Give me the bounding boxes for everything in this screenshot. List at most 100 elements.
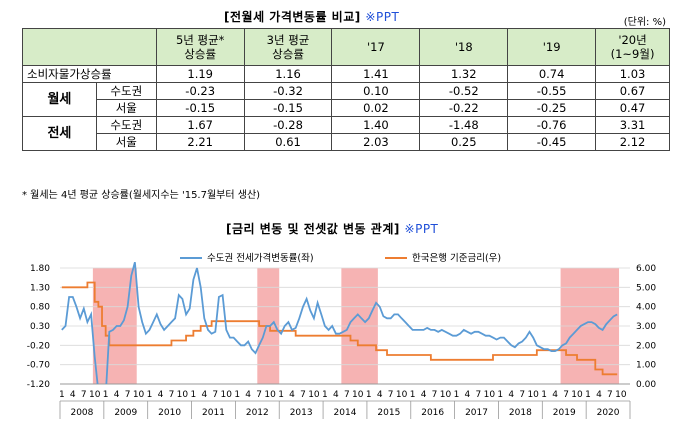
- group-label: 전세: [22, 116, 97, 151]
- table-title: [전월세 가격변동률 비교] ※PPT: [224, 8, 399, 25]
- table-cell: 2.03: [331, 133, 421, 151]
- chart-title-text: [금리 변동 및 전셋값 변동 관계]: [226, 222, 400, 236]
- year-label: 2016: [421, 408, 444, 418]
- month-tick-label: 10: [484, 390, 496, 400]
- table-header-row: 5년 평균* 상승률 3년 평균 상승률 '17'18'19'20년 (1~9월): [22, 28, 670, 66]
- table-cell: 0.10: [331, 82, 421, 100]
- month-tick-label: 4: [70, 390, 76, 400]
- month-tick-label: 1: [103, 390, 109, 400]
- month-tick-label: 7: [344, 390, 350, 400]
- year-label: 2019: [553, 408, 576, 418]
- table-cell: -1.48: [419, 116, 509, 134]
- table-cell: 0.61: [243, 133, 333, 151]
- group-label: 월세: [22, 82, 97, 117]
- month-tick-label: 4: [596, 390, 602, 400]
- month-tick-label: 4: [421, 390, 427, 400]
- year-label: 2010: [158, 408, 181, 418]
- month-tick-label: 7: [519, 390, 525, 400]
- month-tick-label: 1: [278, 390, 284, 400]
- table-cell: 1.16: [243, 65, 333, 83]
- left-tick-label: 1.30: [30, 283, 50, 293]
- month-tick-label: 7: [432, 390, 438, 400]
- table-row: 소비자물가상승률 1.19 1.16 1.41 1.32 0.74 1.03: [22, 65, 670, 83]
- month-tick-label: 7: [169, 390, 175, 400]
- month-tick-label: 1: [454, 390, 460, 400]
- month-tick-label: 4: [114, 390, 120, 400]
- table-row: 월세 수도권 -0.23 -0.32 0.10 -0.52 -0.55 0.67: [22, 82, 670, 117]
- month-tick-label: 4: [508, 390, 514, 400]
- month-tick-label: 10: [396, 390, 408, 400]
- month-tick-label: 10: [352, 390, 364, 400]
- year-label: 2020: [597, 408, 620, 418]
- month-tick-label: 1: [497, 390, 503, 400]
- month-tick-label: 4: [201, 390, 207, 400]
- year-label: 2015: [377, 408, 400, 418]
- month-tick-label: 10: [527, 390, 539, 400]
- table-cell: 0.02: [331, 99, 421, 117]
- table-cell: -0.25: [507, 99, 597, 117]
- table-title-text: [전월세 가격변동률 비교]: [224, 10, 361, 24]
- year-label: 2008: [70, 408, 93, 418]
- table-header-cell: 5년 평균* 상승률: [155, 28, 245, 66]
- table-cell: -0.55: [507, 82, 597, 100]
- month-tick-label: 1: [234, 390, 240, 400]
- table-header-cell: '18: [419, 28, 509, 66]
- year-label: 2009: [114, 408, 137, 418]
- table-cell: -0.45: [507, 133, 597, 151]
- legend-label-policy-rate: 한국은행 기준금리(우): [412, 252, 501, 264]
- table-cell: 1.67: [155, 116, 245, 134]
- right-tick-label: 0.00: [636, 380, 656, 390]
- region-label: 서울: [95, 99, 157, 117]
- right-tick-label: 5.00: [636, 283, 656, 293]
- rate-vs-jeonse-chart: 1.80 1.30 0.80 0.30 -0.20 -0.70 -1.20 6.00 5.00 4…: [27, 252, 656, 419]
- month-tick-label: 10: [264, 390, 276, 400]
- table-cell: -0.32: [243, 82, 333, 100]
- table-cell: -0.15: [155, 99, 245, 117]
- month-tick-label: 10: [133, 390, 145, 400]
- table-cell: 1.41: [331, 65, 421, 83]
- comparison-table: 5년 평균* 상승률 3년 평균 상승률 '17'18'19'20년 (1~9월) 소비자물…: [22, 28, 670, 151]
- unit-label: (단위: %): [623, 17, 666, 28]
- month-tick-label: 4: [552, 390, 558, 400]
- month-tick-label: 10: [221, 390, 233, 400]
- month-tick-label: 1: [59, 390, 65, 400]
- table-cell: -0.15: [243, 99, 333, 117]
- table-cell: 1.03: [595, 65, 670, 83]
- month-tick-label: 7: [212, 390, 218, 400]
- year-label: 2012: [246, 408, 269, 418]
- month-tick-label: 7: [475, 390, 481, 400]
- series-jeonse-line: [61, 262, 618, 384]
- month-tick-label: 4: [158, 390, 164, 400]
- table-cell: 1.40: [331, 116, 421, 134]
- left-tick-label: -1.20: [27, 380, 51, 390]
- region-label: 수도권: [95, 116, 157, 134]
- table-cell: -0.23: [155, 82, 245, 100]
- table-cell: 0.67: [595, 82, 670, 100]
- month-tick-label: 7: [256, 390, 262, 400]
- month-tick-label: 1: [541, 390, 547, 400]
- month-tick-label: 4: [465, 390, 471, 400]
- table-cell: 0.25: [419, 133, 509, 151]
- month-tick-label: 7: [607, 390, 613, 400]
- year-label: 2018: [509, 408, 532, 418]
- region-label: 서울: [95, 133, 157, 151]
- month-tick-label: 10: [89, 390, 101, 400]
- month-tick-label: 7: [563, 390, 569, 400]
- table-row: 전세 수도권 1.67 -0.28 1.40 -1.48 -0.76 3.31: [22, 116, 670, 151]
- table-header-cell: [22, 28, 157, 66]
- table-ppt-mark: ※PPT: [365, 10, 400, 24]
- month-tick-label: 1: [147, 390, 153, 400]
- legend-label-jeonse: 수도권 전세가격변동률(좌): [207, 252, 314, 264]
- table-cell: 1.19: [155, 65, 245, 83]
- chart-ppt-mark: ※PPT: [404, 222, 439, 236]
- month-tick-label: 1: [410, 390, 416, 400]
- table-cell: 3.31: [595, 116, 670, 134]
- table-row: 서울 -0.15 -0.15 0.02 -0.22 -0.25 0.47: [23, 99, 670, 117]
- table-header-cell: '17: [331, 28, 421, 66]
- month-tick-label: 1: [366, 390, 372, 400]
- footnote: * 월세는 4년 평균 상승률(월세지수는 '15.7월부터 생산): [22, 190, 261, 201]
- table-cell: 0.47: [595, 99, 670, 117]
- year-label: 2017: [465, 408, 488, 418]
- table-header-cell: 3년 평균 상승률: [243, 28, 333, 66]
- month-tick-label: 10: [571, 390, 583, 400]
